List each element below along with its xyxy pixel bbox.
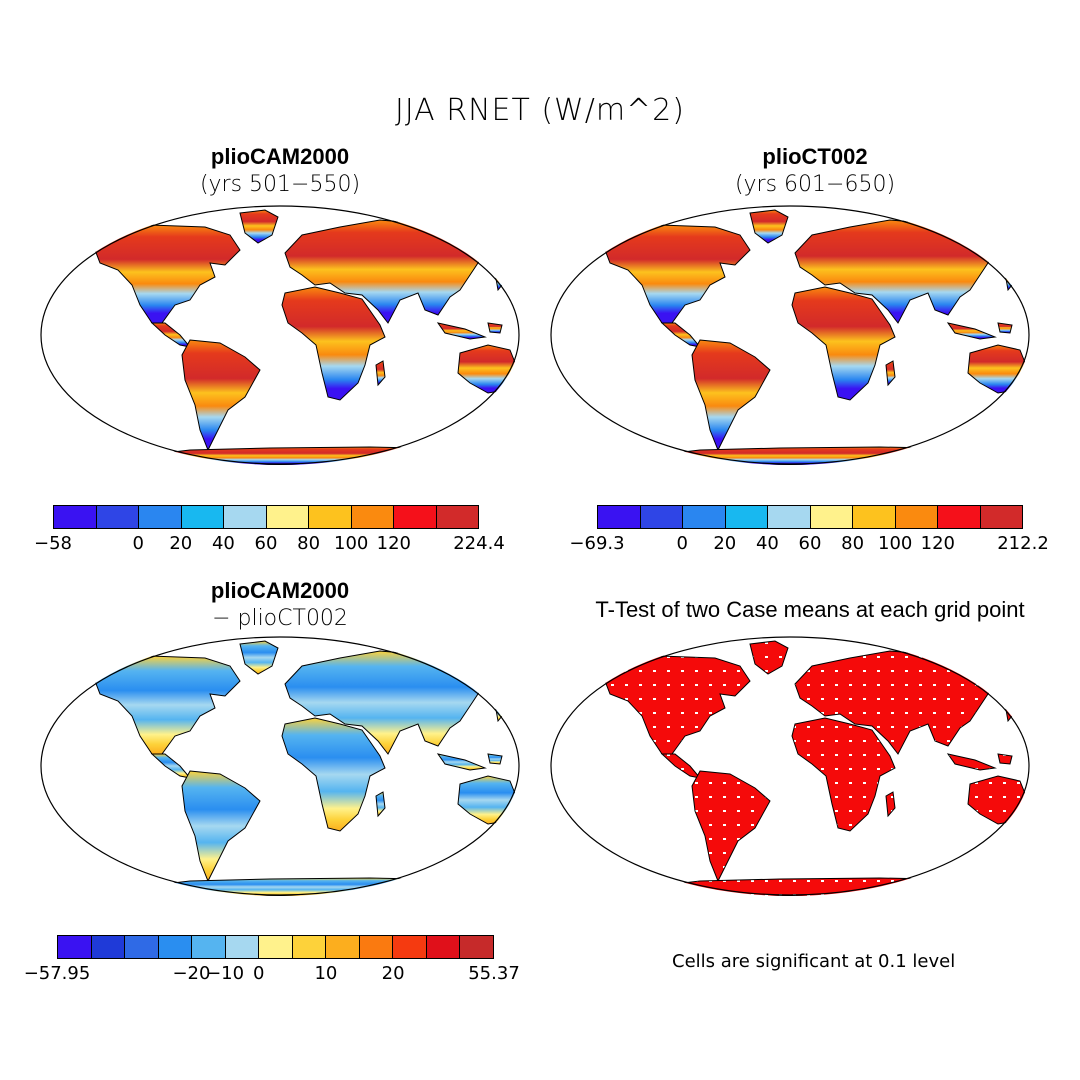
colorbar-tick-label: 60 (798, 533, 822, 554)
colorbar-tick-label: 100 (334, 533, 369, 554)
panel1-title: plioCAM2000 (210, 144, 350, 169)
colorbar-panel1 (53, 505, 479, 529)
panel4-title: T-Test of two Case means at each grid po… (595, 597, 1025, 622)
colorbar-swatch (181, 506, 224, 528)
colorbar-swatch (394, 506, 437, 528)
colorbar-swatch (266, 506, 309, 528)
colorbar-tick-label: 20 (713, 533, 737, 554)
colorbar-panel2 (597, 505, 1023, 529)
colorbar-swatch (393, 936, 427, 958)
panel1-subtitle: (yrs 501−550) (199, 172, 361, 197)
colorbar-swatch (598, 506, 641, 528)
colorbar-swatch (725, 506, 768, 528)
colorbar-swatch (139, 506, 182, 528)
panel2-title: plioCT002 (762, 144, 868, 169)
panel2-subtitle: (yrs 601−650) (734, 172, 896, 197)
map-panel-ttest (550, 636, 1030, 896)
colorbar-tick-label: 20 (169, 533, 193, 554)
colorbar-swatch (309, 506, 352, 528)
colorbar-tick-label: 100 (878, 533, 913, 554)
colorbar-swatch (460, 936, 493, 958)
colorbar-tick-label: 80 (297, 533, 321, 554)
colorbar-swatch (58, 936, 92, 958)
colorbar-tick-label: 60 (254, 533, 278, 554)
colorbar-swatch (224, 506, 267, 528)
colorbar-tick-label: 0 (132, 533, 144, 554)
colorbar-tick-label: 80 (841, 533, 865, 554)
significance-note: Cells are significant at 0.1 level (672, 951, 956, 972)
colorbar-swatch (640, 506, 683, 528)
colorbar-swatch (768, 506, 811, 528)
colorbar-swatch (895, 506, 938, 528)
main-title: JJA RNET (W/m^2) (395, 93, 685, 128)
colorbar-swatch (192, 936, 226, 958)
colorbar-tick-label: −20 (172, 963, 211, 984)
colorbar-swatch (426, 936, 461, 958)
map-panel-pliocam2000 (40, 205, 520, 465)
colorbar-tick-label: 0 (676, 533, 688, 554)
colorbar-swatch (683, 506, 726, 528)
colorbar-tick-label: 55.37 (468, 963, 520, 984)
panel3-subtitle: − plioCT002 (212, 606, 348, 631)
colorbar-swatch (980, 506, 1022, 528)
colorbar-swatch (938, 506, 981, 528)
colorbar-swatch (326, 936, 360, 958)
colorbar-tick-label: 40 (755, 533, 779, 554)
colorbar-swatch (436, 506, 478, 528)
colorbar-tick-label: 10 (314, 963, 338, 984)
colorbar-tick-label: 20 (381, 963, 405, 984)
colorbar-tick-label: 224.4 (453, 533, 505, 554)
colorbar-tick-label: −57.95 (23, 963, 91, 984)
colorbar-tick-label: −69.3 (569, 533, 625, 554)
colorbar-tick-label: 120 (376, 533, 411, 554)
colorbar-tick-label: 40 (211, 533, 235, 554)
colorbar-swatch (359, 936, 394, 958)
colorbar-swatch (158, 936, 193, 958)
colorbar-swatch (810, 506, 853, 528)
colorbar-swatch (225, 936, 260, 958)
panel3-title: plioCAM2000 (210, 578, 350, 603)
map-panel-difference (40, 636, 520, 896)
colorbar-tick-label: 212.2 (997, 533, 1049, 554)
colorbar-tick-label: −10 (206, 963, 245, 984)
colorbar-swatch (292, 936, 327, 958)
colorbar-swatch (125, 936, 159, 958)
colorbar-panel3 (57, 935, 494, 959)
colorbar-tick-label: 120 (920, 533, 955, 554)
map-panel-plioct002 (550, 205, 1030, 465)
colorbar-tick-label: 0 (252, 963, 265, 984)
colorbar-tick-label: −58 (34, 533, 72, 554)
colorbar-swatch (351, 506, 394, 528)
colorbar-swatch (91, 936, 126, 958)
colorbar-swatch (54, 506, 97, 528)
colorbar-swatch (853, 506, 896, 528)
colorbar-swatch (259, 936, 293, 958)
colorbar-swatch (96, 506, 139, 528)
